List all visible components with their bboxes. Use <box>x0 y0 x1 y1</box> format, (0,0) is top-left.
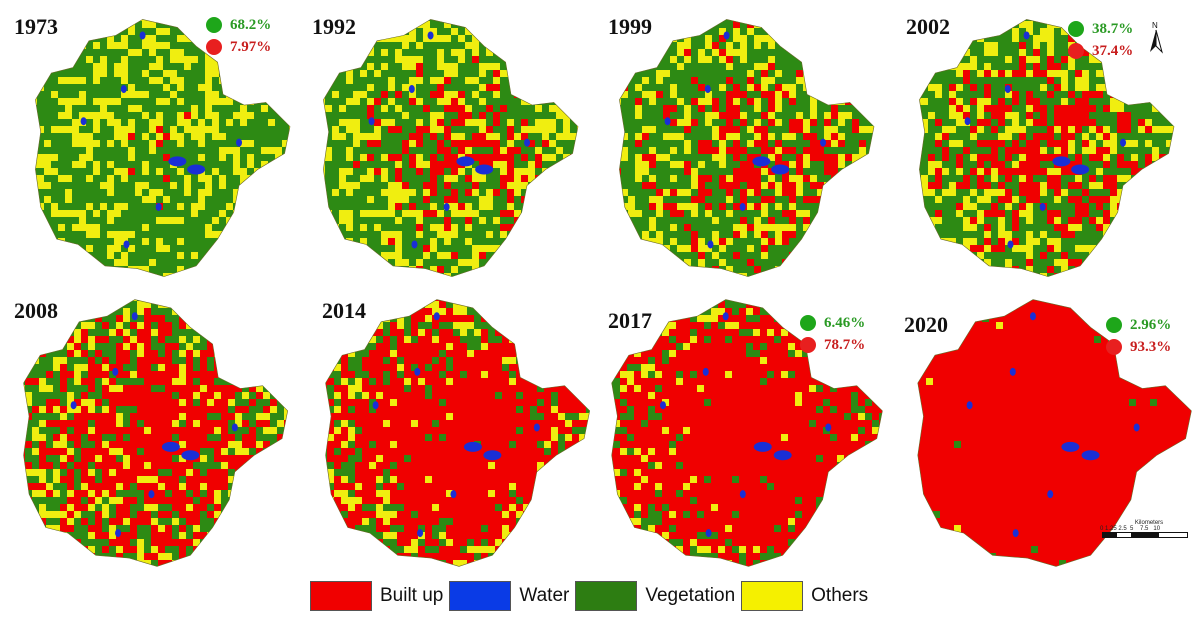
map-panel-2014: 2014 <box>300 292 600 582</box>
legend-swatch <box>575 581 638 611</box>
legend-label: Built up <box>380 585 444 606</box>
builtup-percent: 78.7% <box>824 337 866 353</box>
north-arrow-icon: N <box>1150 21 1163 54</box>
map-2002 <box>919 19 1175 277</box>
legend-swatch <box>741 581 804 611</box>
vegetation-percent: 6.46% <box>824 315 866 331</box>
legend-item-water: Water <box>449 581 569 611</box>
map-panel-1999: 1999 <box>600 0 900 290</box>
builtup-dot-icon <box>1106 339 1122 355</box>
north-label: N <box>1152 21 1158 30</box>
year-label: 2008 <box>14 298 58 323</box>
map-2020 <box>917 299 1192 567</box>
map-panel-2017: 2017 6.46% 78.7% <box>600 292 900 582</box>
builtup-dot-icon <box>800 337 816 353</box>
map-1973 <box>35 19 291 277</box>
legend-item-vegetation: Vegetation <box>575 581 735 611</box>
vegetation-percent: 2.96% <box>1130 317 1172 333</box>
map-panel-1992: 1992 <box>300 0 600 290</box>
vegetation-percent: 68.2% <box>230 17 272 33</box>
builtup-percent: 37.4% <box>1092 43 1134 59</box>
legend-label: Water <box>519 585 570 606</box>
scale-bar: Kilometers 0 1.25 2.5 5 7.5 10 <box>1100 520 1192 550</box>
map-panel-2020: 2020 2.96% 93.3% <box>900 292 1200 582</box>
map-2017 <box>611 299 883 567</box>
legend-label: Others <box>811 585 869 606</box>
vegetation-dot-icon <box>206 17 222 33</box>
legend-label: Vegetation <box>645 585 736 606</box>
builtup-percent: 7.97% <box>230 39 272 55</box>
legend-item-builtup: Built up <box>310 581 443 611</box>
year-label: 2002 <box>906 14 950 39</box>
map-panel-2008: 2008 <box>0 292 300 582</box>
year-label: 2017 <box>608 308 652 333</box>
legend: Built up Water Vegetation Others <box>310 578 874 614</box>
north-arrow: N <box>1146 20 1166 56</box>
vegetation-dot-icon <box>800 315 816 331</box>
map-panel-1973: 1973 68.2% 7.97% <box>0 0 300 290</box>
year-label: 1999 <box>608 14 652 39</box>
map-1999 <box>619 19 875 277</box>
stats-2017: 6.46% 78.7% <box>800 312 865 356</box>
legend-swatch <box>449 581 512 611</box>
builtup-dot-icon <box>1068 43 1084 59</box>
map-2008 <box>23 299 289 567</box>
map-panel-2002: 2002 38.7% 37.4% <box>900 0 1200 290</box>
map-1992 <box>323 19 579 277</box>
year-label: 2014 <box>322 298 366 323</box>
legend-swatch <box>310 581 372 611</box>
vegetation-dot-icon <box>1068 21 1084 37</box>
vegetation-percent: 38.7% <box>1092 21 1134 37</box>
stats-2020: 2.96% 93.3% <box>1106 314 1171 358</box>
legend-item-others: Others <box>741 581 868 611</box>
year-label: 1973 <box>14 14 58 39</box>
stats-2002: 38.7% 37.4% <box>1068 18 1133 62</box>
vegetation-dot-icon <box>1106 317 1122 333</box>
stats-1973: 68.2% 7.97% <box>206 14 271 58</box>
year-label: 2020 <box>904 312 948 337</box>
map-2014 <box>325 299 591 567</box>
scale-title: Kilometers <box>1134 520 1164 526</box>
builtup-dot-icon <box>206 39 222 55</box>
scale-ticks: 0 1.25 2.5 5 7.5 10 <box>1100 526 1161 532</box>
year-label: 1992 <box>312 14 356 39</box>
builtup-percent: 93.3% <box>1130 339 1172 355</box>
